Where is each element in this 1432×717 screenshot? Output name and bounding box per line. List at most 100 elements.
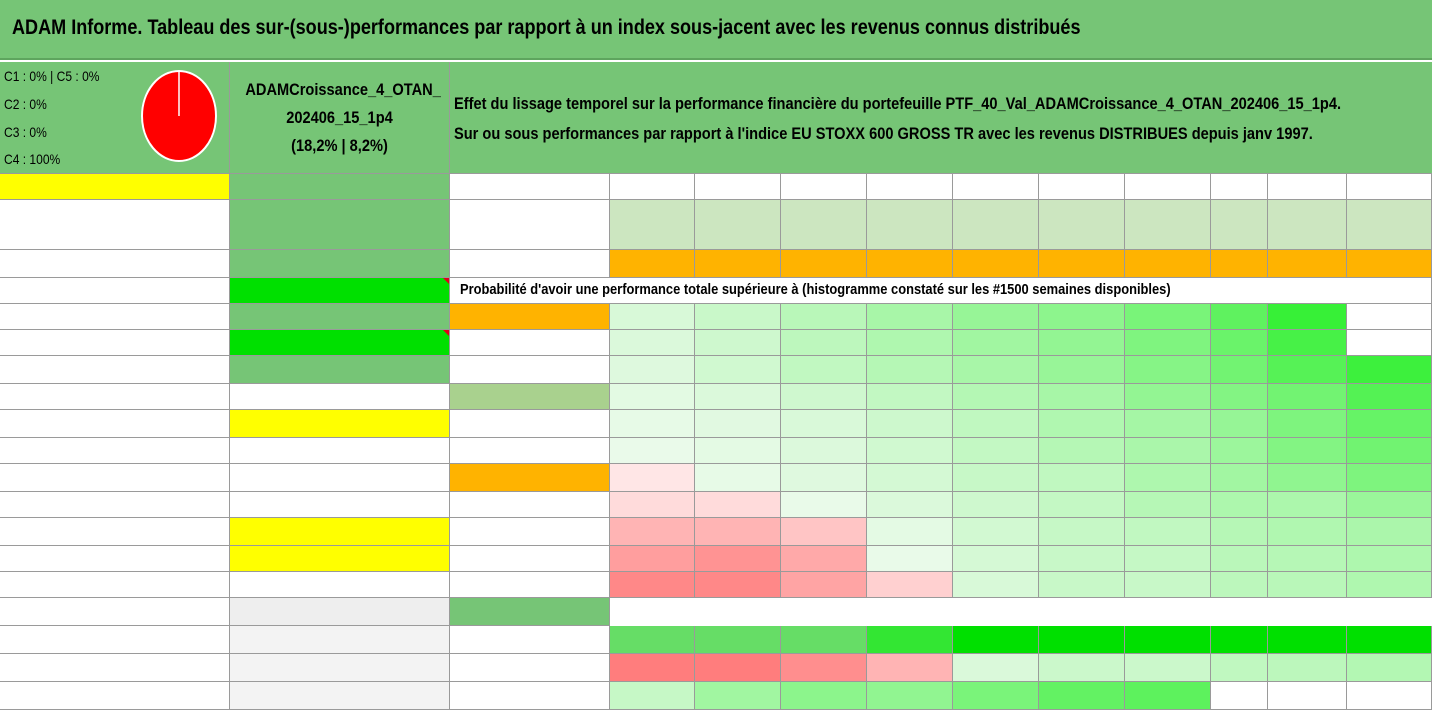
probability-level[interactable] xyxy=(450,384,610,410)
info-cell[interactable] xyxy=(230,304,450,330)
minimum-value[interactable] xyxy=(953,654,1039,682)
holding-row[interactable] xyxy=(0,410,230,438)
period-header[interactable] xyxy=(867,174,953,200)
maximum-value[interactable] xyxy=(953,682,1039,710)
probability-value[interactable] xyxy=(1268,438,1347,464)
rend-value[interactable] xyxy=(1268,200,1347,250)
probability-value[interactable] xyxy=(867,464,953,492)
period-header[interactable] xyxy=(1039,174,1125,200)
probability-value[interactable] xyxy=(1211,546,1268,572)
probability-value[interactable] xyxy=(867,304,953,330)
probability-value[interactable] xyxy=(610,438,695,464)
minimum-value[interactable] xyxy=(1125,654,1211,682)
probability-value[interactable] xyxy=(1268,572,1347,598)
periods-label[interactable] xyxy=(450,174,610,200)
probability-value[interactable] xyxy=(1211,384,1268,410)
maximum-value[interactable] xyxy=(1211,682,1268,710)
probability-value[interactable] xyxy=(781,410,867,438)
probability-value[interactable] xyxy=(1211,304,1268,330)
probability-value[interactable] xyxy=(610,410,695,438)
probability-value[interactable] xyxy=(1039,492,1125,518)
probability-value[interactable] xyxy=(1211,356,1268,384)
probability-value[interactable] xyxy=(953,410,1039,438)
probability-level[interactable] xyxy=(450,518,610,546)
holding-row[interactable] xyxy=(0,518,230,546)
rend-value[interactable] xyxy=(867,200,953,250)
info-cell[interactable] xyxy=(230,384,450,410)
probability-value[interactable] xyxy=(695,330,781,356)
probability-value[interactable] xyxy=(953,572,1039,598)
info-cell[interactable] xyxy=(230,200,450,250)
positives-value[interactable] xyxy=(1268,626,1347,654)
probability-value[interactable] xyxy=(1347,438,1432,464)
probability-value[interactable] xyxy=(867,518,953,546)
probability-value[interactable] xyxy=(867,492,953,518)
probability-value[interactable] xyxy=(781,464,867,492)
info-cell[interactable] xyxy=(230,518,450,546)
blank-green-cell[interactable] xyxy=(450,598,610,626)
probability-value[interactable] xyxy=(695,492,781,518)
probability-value[interactable] xyxy=(1125,304,1211,330)
probability-value[interactable] xyxy=(695,356,781,384)
holding-row[interactable] xyxy=(0,598,230,626)
probability-value[interactable] xyxy=(953,464,1039,492)
probability-level[interactable] xyxy=(450,492,610,518)
probability-value[interactable] xyxy=(695,546,781,572)
minimum-value[interactable] xyxy=(867,654,953,682)
probability-value[interactable] xyxy=(781,518,867,546)
blank-cell[interactable] xyxy=(1346,278,1432,304)
probability-value[interactable] xyxy=(1125,572,1211,598)
probability-value[interactable] xyxy=(1268,356,1347,384)
vol-value[interactable] xyxy=(1125,250,1211,278)
maximum-label[interactable] xyxy=(450,682,610,710)
probability-level[interactable] xyxy=(450,410,610,438)
rend-value[interactable] xyxy=(1039,200,1125,250)
period-header[interactable] xyxy=(1125,174,1211,200)
vol-value[interactable] xyxy=(781,250,867,278)
probability-value[interactable] xyxy=(781,304,867,330)
holding-row[interactable] xyxy=(0,304,230,330)
rend-value[interactable] xyxy=(610,200,695,250)
probability-value[interactable] xyxy=(867,410,953,438)
probability-value[interactable] xyxy=(1347,330,1432,356)
positives-value[interactable] xyxy=(1125,626,1211,654)
probability-value[interactable] xyxy=(1211,438,1268,464)
holding-row[interactable] xyxy=(0,330,230,356)
vol-value[interactable] xyxy=(1211,250,1268,278)
info-cell[interactable] xyxy=(230,598,450,626)
maximum-value[interactable] xyxy=(1347,682,1432,710)
positives-value[interactable] xyxy=(1211,626,1268,654)
probability-value[interactable] xyxy=(610,546,695,572)
probability-level[interactable] xyxy=(450,546,610,572)
probability-value[interactable] xyxy=(953,492,1039,518)
vol-value[interactable] xyxy=(610,250,695,278)
probability-value[interactable] xyxy=(867,546,953,572)
period-header[interactable] xyxy=(695,174,781,200)
holding-row[interactable] xyxy=(0,278,230,304)
probability-level[interactable] xyxy=(450,464,610,492)
minimum-value[interactable] xyxy=(1268,654,1347,682)
probability-value[interactable] xyxy=(953,384,1039,410)
probability-value[interactable] xyxy=(1039,438,1125,464)
info-cell[interactable] xyxy=(230,356,450,384)
vol-value[interactable] xyxy=(1039,250,1125,278)
probability-value[interactable] xyxy=(1125,492,1211,518)
probability-value[interactable] xyxy=(1039,410,1125,438)
probability-value[interactable] xyxy=(1039,304,1125,330)
holding-row[interactable] xyxy=(0,464,230,492)
vol-value[interactable] xyxy=(867,250,953,278)
period-header[interactable] xyxy=(953,174,1039,200)
probability-value[interactable] xyxy=(1211,330,1268,356)
probability-value[interactable] xyxy=(1039,384,1125,410)
probability-level[interactable] xyxy=(450,572,610,598)
probability-value[interactable] xyxy=(1125,384,1211,410)
info-cell[interactable] xyxy=(230,410,450,438)
positives-value[interactable] xyxy=(695,626,781,654)
rend-value[interactable] xyxy=(781,200,867,250)
probability-value[interactable] xyxy=(610,464,695,492)
portfolio-header[interactable] xyxy=(0,174,230,200)
probability-value[interactable] xyxy=(1211,518,1268,546)
probability-value[interactable] xyxy=(610,384,695,410)
probability-value[interactable] xyxy=(781,356,867,384)
probability-value[interactable] xyxy=(781,330,867,356)
